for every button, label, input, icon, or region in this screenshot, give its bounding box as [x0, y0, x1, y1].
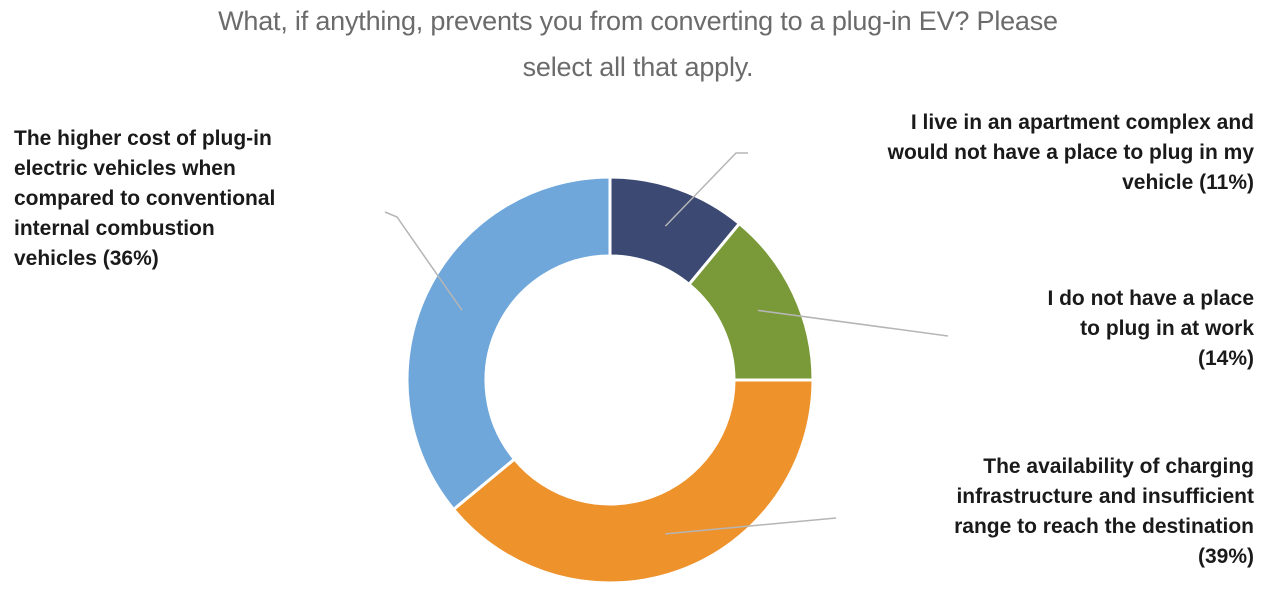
chart-title-line-1: What, if anything, prevents you from con… — [218, 6, 1058, 36]
slice-label-apartment-line-1: I live in an apartment complex and — [910, 111, 1254, 134]
slice-label-cost-line-3: compared to conventional — [14, 187, 276, 210]
slice-label-apartment-line-2: would not have a place to plug in my — [887, 141, 1254, 164]
slice-label-work-line-1: I do not have a place — [1047, 287, 1254, 310]
slice-label-work-line-3: (14%) — [1197, 347, 1254, 370]
slice-label-apartment: I live in an apartment complex and would… — [694, 108, 1254, 198]
slice-label-work: I do not have a place to plug in at work… — [894, 284, 1254, 374]
slice-label-work-line-2: to plug in at work — [1080, 317, 1254, 340]
slice-label-cost-line-2: electric vehicles when — [14, 157, 236, 180]
slice-label-cost-line-5: vehicles (36%) — [14, 247, 159, 270]
donut-slice-cost — [405, 175, 612, 512]
slice-label-apartment-line-3: vehicle (11%) — [1122, 171, 1254, 194]
slice-label-infrastructure: The availability of charging infrastruct… — [774, 452, 1254, 572]
slice-label-cost-line-4: internal combustion — [14, 217, 215, 240]
leader-line-cost — [384, 211, 463, 311]
donut-slices — [405, 175, 815, 585]
slice-label-infrastructure-line-4: (39%) — [1197, 545, 1254, 568]
slice-label-infrastructure-line-3: range to reach the destination — [954, 515, 1254, 538]
slice-label-cost: The higher cost of plug-in electric vehi… — [14, 124, 394, 274]
leader-line-infrastructure — [665, 517, 837, 535]
leader-line-work — [757, 309, 949, 337]
leader-line-apartment — [664, 152, 748, 227]
slice-label-infrastructure-line-2: infrastructure and insufficient — [956, 485, 1254, 508]
slice-label-infrastructure-line-1: The availability of charging — [983, 455, 1254, 478]
donut-slice-infrastructure — [451, 378, 815, 585]
leader-lines — [384, 152, 949, 535]
chart-title-line-2: select all that apply. — [522, 52, 754, 82]
slice-label-cost-line-1: The higher cost of plug-in — [14, 127, 272, 150]
